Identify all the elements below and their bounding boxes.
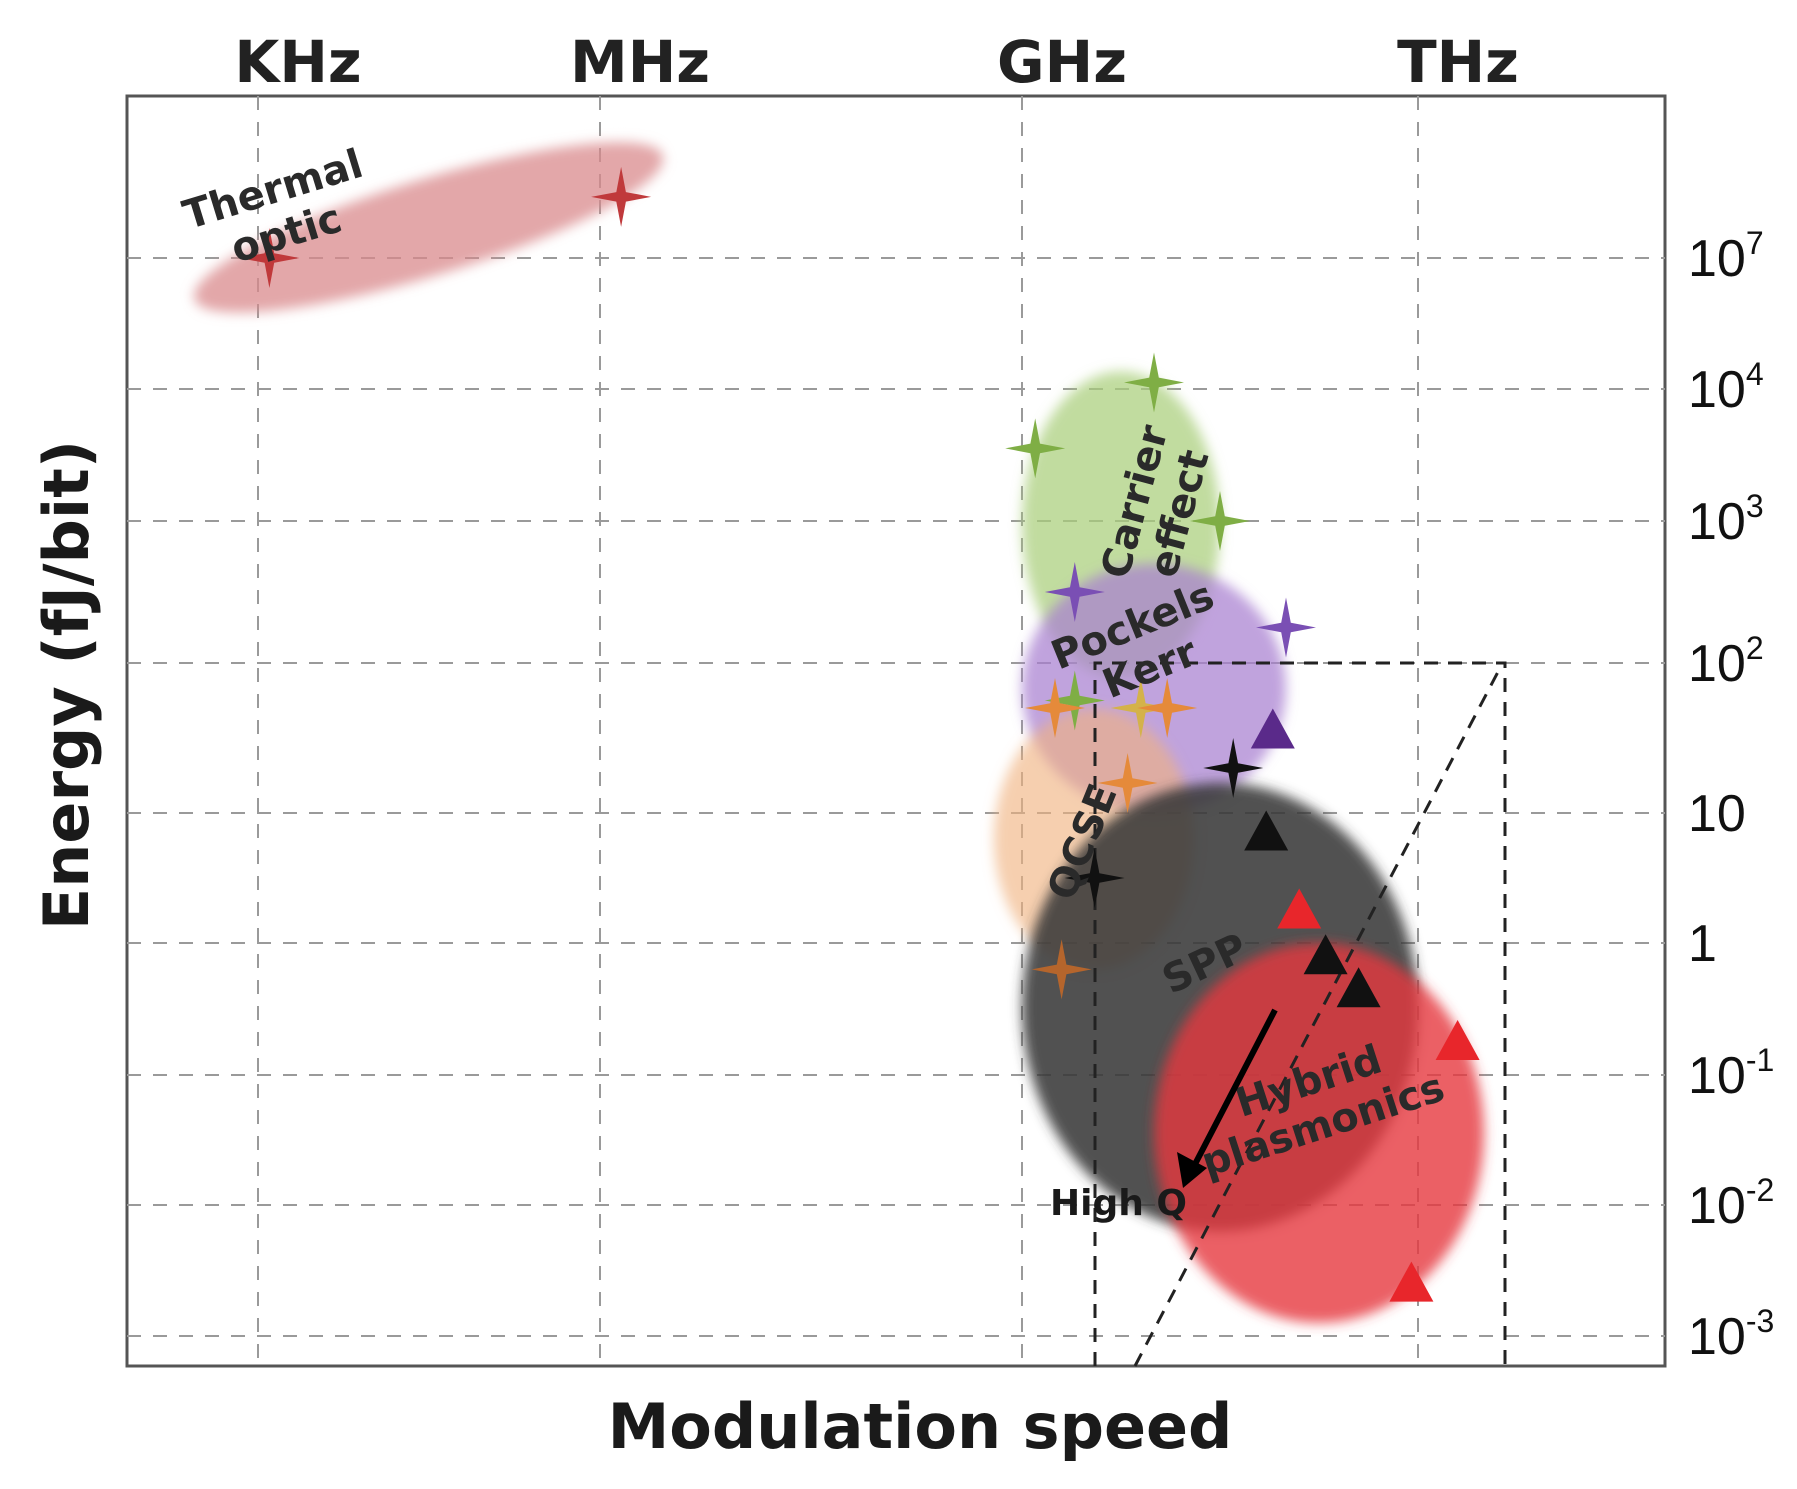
y-tick-base: 10 bbox=[1688, 230, 1746, 288]
x-tick-khz: KHz bbox=[234, 28, 361, 96]
y-tick-base: 10 bbox=[1688, 635, 1746, 693]
y-tick-base: 10 bbox=[1688, 361, 1746, 419]
marker-hybrid-plasmonics-triangle-9-1 bbox=[1435, 1020, 1480, 1060]
x-tick-thz: THz bbox=[1397, 28, 1519, 96]
marker-carrier-effect-star-1-3 bbox=[1044, 670, 1105, 731]
marker-spp-triangle-8-2 bbox=[1336, 967, 1381, 1008]
y-tick-base: 1 bbox=[1688, 915, 1717, 973]
zoom-diagonal bbox=[1133, 667, 1502, 1367]
x-tick-ghz: GHz bbox=[997, 28, 1127, 96]
marker-qcse-star-5-0 bbox=[1031, 939, 1092, 1000]
region-hybrid-plasmonics bbox=[1154, 942, 1484, 1323]
marker-spp-triangle-7-0 bbox=[1250, 708, 1295, 749]
y-tick-8: 10-3 bbox=[1688, 1303, 1774, 1366]
marker-spp-triangle-8-0 bbox=[1244, 810, 1289, 851]
y-tick-exponent: 7 bbox=[1746, 225, 1764, 261]
marker-pockels-kerr-star-2-1 bbox=[1256, 597, 1316, 658]
marker-thermal-optic-star-0-0 bbox=[239, 228, 300, 288]
y-tick-base: 10 bbox=[1688, 1308, 1746, 1366]
marker-pockels-kerr-star-2-0 bbox=[1044, 562, 1105, 622]
y-tick-0: 107 bbox=[1688, 225, 1764, 288]
marker-carrier-effect-star-1-2 bbox=[1190, 491, 1250, 551]
marker-spp-star-6-0 bbox=[1203, 738, 1264, 798]
high-q-label: High Q bbox=[1050, 1183, 1187, 1224]
marker-carrier-effect-star-1-0 bbox=[1005, 418, 1066, 479]
y-tick-base: 10 bbox=[1688, 785, 1746, 843]
marker-hybrid-plasmonics-triangle-9-2 bbox=[1389, 1261, 1434, 1302]
markers bbox=[239, 166, 1480, 1302]
y-tick-exponent: -2 bbox=[1746, 1172, 1774, 1208]
x-tick-mhz: MHz bbox=[570, 28, 710, 96]
marker-thermal-optic-star-0-1 bbox=[591, 166, 652, 227]
y-tick-3: 102 bbox=[1688, 630, 1764, 693]
region-thermal-optic bbox=[193, 142, 664, 313]
y-tick-base: 10 bbox=[1688, 1177, 1746, 1235]
high-q-annotation: High Q bbox=[1050, 1008, 1278, 1224]
zoom-box bbox=[1093, 661, 1507, 1367]
y-tick-exponent: 3 bbox=[1746, 488, 1764, 524]
y-tick-exponent: -1 bbox=[1746, 1042, 1774, 1078]
y-tick-1: 104 bbox=[1688, 356, 1764, 419]
y-tick-4: 10 bbox=[1688, 785, 1746, 843]
high-q-arrowhead bbox=[1177, 1152, 1207, 1188]
marker-qcse-star-4-0 bbox=[1025, 678, 1085, 738]
y-tick-base: 10 bbox=[1688, 1047, 1746, 1105]
y-axis-title: Energy (fJ/bit) bbox=[30, 440, 103, 930]
y-tick-5: 1 bbox=[1688, 915, 1717, 973]
marker-carrier-effect-star-1-1 bbox=[1124, 352, 1184, 413]
regions bbox=[193, 142, 1484, 1323]
marker-hybrid-plasmonics-triangle-9-0 bbox=[1277, 888, 1322, 929]
marker-spp-star-6-1 bbox=[1064, 848, 1125, 908]
y-tick-2: 103 bbox=[1688, 488, 1764, 551]
marker-qcse-star-4-2 bbox=[1097, 753, 1158, 813]
x-tick-labels: KHz MHz GHz THz bbox=[234, 28, 1519, 96]
marker-spp-triangle-8-1 bbox=[1303, 934, 1348, 975]
y-tick-6: 10-1 bbox=[1688, 1042, 1774, 1105]
y-tick-7: 10-2 bbox=[1688, 1172, 1774, 1235]
y-tick-base: 10 bbox=[1688, 493, 1746, 551]
y-tick-exponent: -3 bbox=[1746, 1303, 1774, 1339]
marker-qcse-star-4-1 bbox=[1137, 678, 1198, 738]
y-tick-exponent: 4 bbox=[1746, 356, 1764, 392]
y-tick-exponent: 2 bbox=[1746, 630, 1764, 666]
x-axis-title: Modulation speed bbox=[608, 1390, 1233, 1463]
high-q-arrow bbox=[1189, 1008, 1278, 1172]
zoom-box-outline bbox=[1093, 661, 1507, 1366]
